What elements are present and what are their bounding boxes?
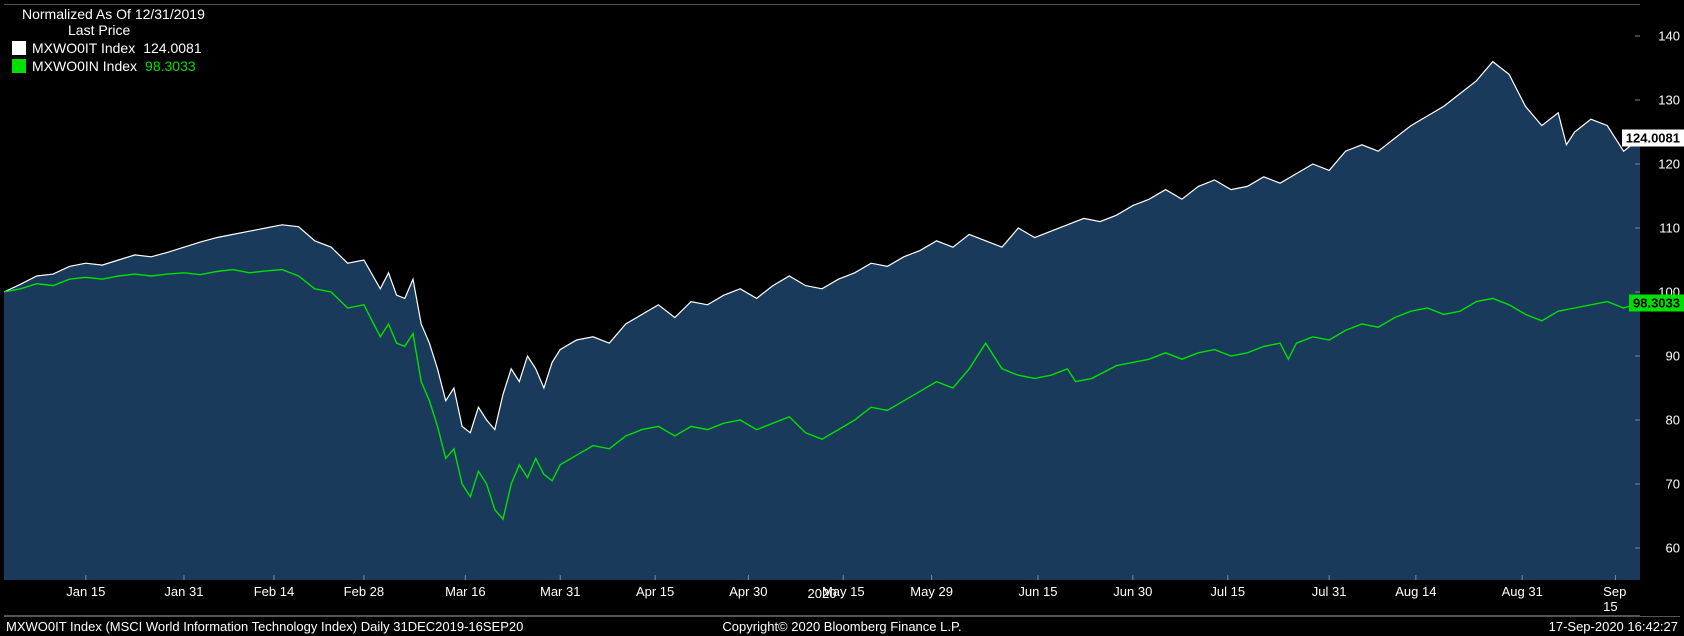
x-tick-label: Jan 15 (66, 584, 105, 599)
y-axis: 60708090100110120130140 (1644, 4, 1684, 580)
x-tick-label: May 15 (822, 584, 865, 599)
legend-swatch (12, 59, 26, 73)
legend-box: Normalized As Of 12/31/2019 Last Price M… (12, 6, 205, 74)
x-tick-label: Feb 28 (344, 584, 384, 599)
x-tick-label: Jul 31 (1312, 584, 1347, 599)
x-tick-label: May 29 (910, 584, 953, 599)
footer-description: MXWO0IT Index (MSCI World Information Te… (6, 619, 523, 634)
x-tick-label: Mar 16 (445, 584, 485, 599)
x-tick-label: Jul 15 (1210, 584, 1245, 599)
y-tick-label: 120 (1658, 157, 1680, 172)
x-tick-label: Sep 15 (1603, 584, 1628, 614)
x-tick-label: Aug 31 (1502, 584, 1543, 599)
legend-label: MXWO0IN Index (32, 58, 137, 74)
x-axis: 2020 Jan 15Jan 31Feb 14Feb 28Mar 16Mar 3… (4, 580, 1640, 616)
y-tick-label: 90 (1666, 349, 1680, 364)
x-tick-label: Apr 15 (636, 584, 674, 599)
y-tick-label: 130 (1658, 93, 1680, 108)
legend-swatch (12, 41, 26, 55)
legend-label: MXWO0IT Index (32, 40, 135, 56)
footer-copyright: Copyright© 2020 Bloomberg Finance L.P. (722, 619, 961, 634)
y-tick-label: 140 (1658, 29, 1680, 44)
legend-value: 98.3033 (145, 58, 196, 74)
footer-bar: MXWO0IT Index (MSCI World Information Te… (4, 616, 1680, 636)
x-tick-label: Jun 15 (1018, 584, 1057, 599)
value-flag: 98.3033 (1629, 294, 1684, 311)
series-it-area (4, 62, 1640, 580)
x-tick-label: Mar 31 (540, 584, 580, 599)
x-tick-label: Apr 30 (729, 584, 767, 599)
footer-timestamp: 17-Sep-2020 16:42:27 (1549, 619, 1678, 634)
legend-subtitle: Last Price (68, 22, 205, 38)
x-tick-label: Jun 30 (1113, 584, 1152, 599)
y-tick-label: 70 (1666, 477, 1680, 492)
legend-row: MXWO0IT Index 124.0081 (12, 40, 205, 56)
value-flag: 124.0081 (1622, 130, 1684, 147)
legend-value: 124.0081 (143, 40, 201, 56)
x-tick-label: Feb 14 (254, 584, 294, 599)
legend-title: Normalized As Of 12/31/2019 (22, 6, 205, 22)
x-tick-label: Aug 14 (1395, 584, 1436, 599)
y-tick-label: 110 (1659, 221, 1680, 236)
y-tick-label: 60 (1666, 541, 1680, 556)
y-tick-label: 80 (1666, 413, 1680, 428)
chart-container: Normalized As Of 12/31/2019 Last Price M… (0, 0, 1684, 636)
legend-row: MXWO0IN Index 98.3033 (12, 58, 205, 74)
x-tick-label: Jan 31 (164, 584, 203, 599)
chart-plot (4, 4, 1640, 580)
